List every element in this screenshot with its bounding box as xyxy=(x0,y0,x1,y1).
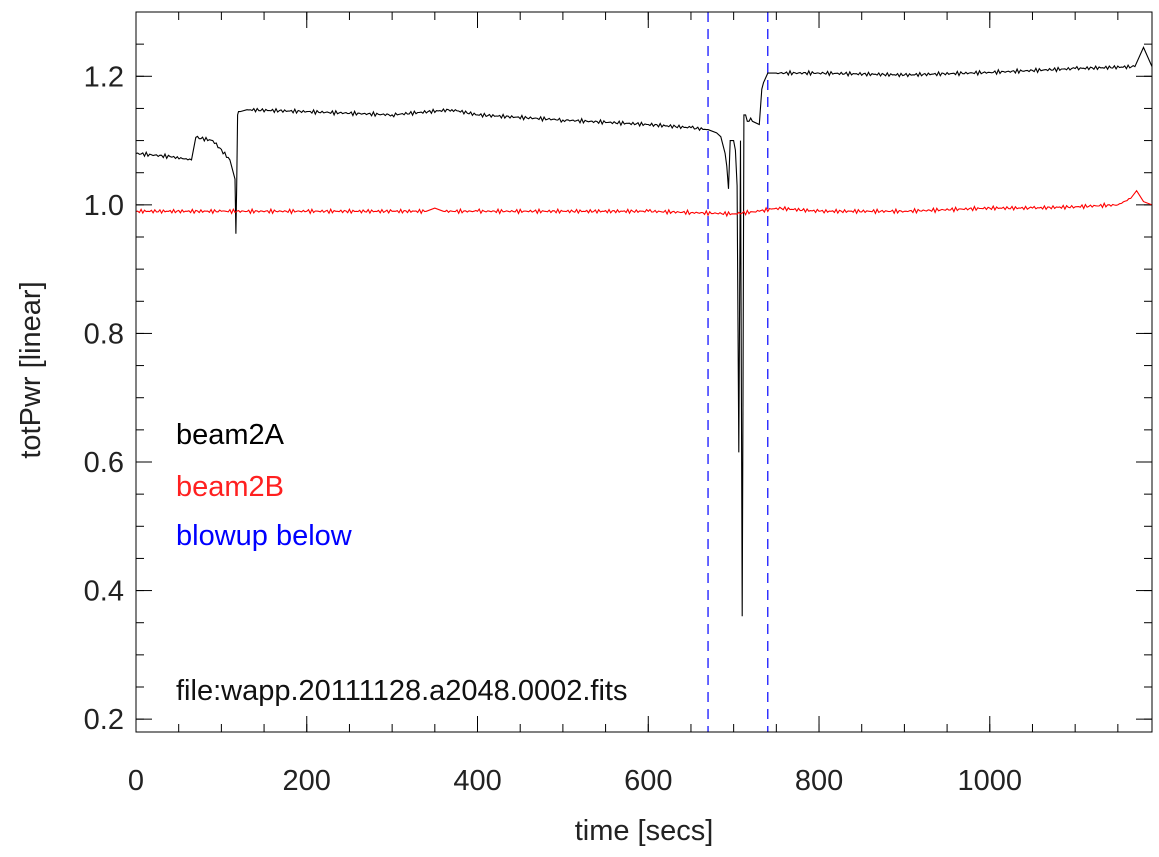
y-tick-label: 0.8 xyxy=(84,318,124,350)
y-tick-label: 0.6 xyxy=(84,447,124,479)
marker-lines xyxy=(707,12,769,732)
x-tick-label: 200 xyxy=(283,765,331,797)
legend-item-blowup: blowup below xyxy=(176,520,353,552)
legend: beam2A beam2B blowup below xyxy=(176,419,353,552)
x-tick-label: 0 xyxy=(128,765,144,797)
y-tick-label: 0.2 xyxy=(84,704,124,736)
y-axis-label: totPwr [linear] xyxy=(15,281,47,458)
legend-item-beam2A: beam2A xyxy=(176,419,285,451)
file-annotation: file:wapp.20111128.a2048.0002.fits xyxy=(176,675,627,707)
legend-item-beam2B: beam2B xyxy=(176,471,284,503)
y-tick-label: 0.4 xyxy=(84,576,124,608)
axis-ticks xyxy=(135,11,1152,732)
plot-frame xyxy=(135,11,1153,733)
series-line-beam2B xyxy=(135,189,1153,218)
series-lines xyxy=(135,46,1153,617)
x-axis-label: time [secs] xyxy=(575,815,714,847)
x-tick-label: 800 xyxy=(795,765,843,797)
y-tick-label: 1.0 xyxy=(84,190,124,222)
series-line-beam2A xyxy=(135,46,1153,617)
x-tick-label: 600 xyxy=(624,765,672,797)
y-tick-label: 1.2 xyxy=(84,61,124,93)
x-tick-label: 1000 xyxy=(958,765,1023,797)
tick-labels: 0 200 400 600 800 1000 0.2 0.4 0.6 0.8 1.0 1.2 xyxy=(84,61,1022,797)
x-tick-label: 400 xyxy=(453,765,501,797)
